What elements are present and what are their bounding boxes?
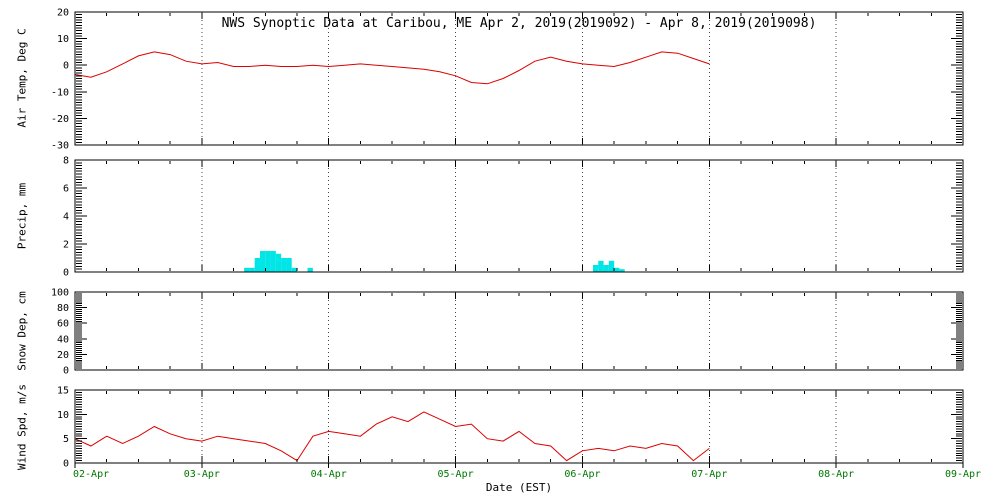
wind-speed-ticks [76,389,962,464]
precip-ticks [76,159,962,273]
air-temp-panel: -30 -20 -10 0 10 20 [51,8,964,152]
precip-bar [275,253,282,272]
x-axis: 02-Apr 03-Apr 04-Apr 05-Apr 06-Apr 07-Apr 08-A… [73,463,981,480]
y-tick-label: 0 [63,61,69,72]
y-tick-label: 15 [57,386,69,397]
y-tick-label: -20 [51,114,69,125]
precip-bar [608,260,615,272]
y-tick-label: 2 [63,240,69,251]
precip-panel: 0 2 4 6 8 [63,156,964,279]
x-tick-label: 06-Apr [564,469,600,480]
figure-title: NWS Synoptic Data at Caribou, ME Apr 2, … [221,16,817,31]
precip-bar [307,267,313,272]
precip-bar [281,258,287,272]
snow-depth-day-gridlines [201,292,837,370]
wind-speed-day-gridlines [201,390,837,463]
y-tick-label: 80 [57,303,69,314]
precip-frame [74,159,964,273]
precip-bar [265,251,271,272]
precip-bar [598,260,604,272]
y-axis-label-wind-spd: Wind Spd, m/s [15,383,29,471]
snow-depth-ticks [76,291,962,371]
precip-bar [603,265,609,272]
x-tick-label: 02-Apr [73,469,109,480]
air-temp-ticks [76,11,962,146]
precip-bar [614,267,620,272]
y-tick-label: 0 [63,366,69,377]
y-tick-label: -30 [51,141,69,152]
y-tick-label: 100 [51,288,69,299]
x-tick-label: 09-Apr [945,469,981,480]
y-tick-label: 0 [63,459,69,470]
precip-bars [244,251,625,272]
precip-bar [270,251,276,272]
precip-day-gridlines [201,160,837,272]
y-tick-label: 60 [57,319,69,330]
wind-speed-line [74,411,710,462]
y-tick-label: -10 [51,87,69,98]
y-axis-label-snow-dep: Snow Dep, cm [15,291,29,371]
snow-depth-frame [74,291,964,371]
precip-bar [291,267,297,272]
precip-bar [619,269,625,272]
y-axis-label-precip: Precip, mm [15,182,29,250]
y-tick-label: 5 [63,434,69,445]
precip-bar [249,267,255,272]
y-tick-label: 4 [63,212,69,223]
precip-bar [260,251,266,272]
y-tick-label: 0 [63,268,69,279]
x-tick-label: 04-Apr [311,469,347,480]
x-axis-ticks [74,463,964,468]
precip-bar [244,267,250,272]
x-axis-label: Date (EST) [485,481,553,494]
air-temp-frame [74,11,964,146]
precip-bar [286,258,292,272]
x-tick-label: 08-Apr [818,469,854,480]
y-tick-label: 20 [57,8,69,19]
precip-bar [593,265,599,272]
y-tick-label: 6 [63,184,69,195]
wind-speed-panel: 0 5 10 15 [57,386,964,470]
x-tick-label: 07-Apr [691,469,727,480]
air-temp-line [74,51,710,85]
wind-speed-frame [74,389,964,464]
y-tick-label: 8 [63,156,69,167]
air-temp-day-gridlines [201,12,837,145]
y-tick-label: 10 [57,410,69,421]
x-tick-label: 03-Apr [184,469,220,480]
y-tick-label: 40 [57,334,69,345]
x-tick-label: 05-Apr [438,469,474,480]
snow-depth-panel: 0 20 40 60 80 100 [51,288,964,377]
y-tick-label: 10 [57,34,69,45]
y-axis-label-air-temp: Air Temp, Deg C [15,28,29,128]
y-tick-label: 20 [57,350,69,361]
precip-bar [254,258,260,272]
